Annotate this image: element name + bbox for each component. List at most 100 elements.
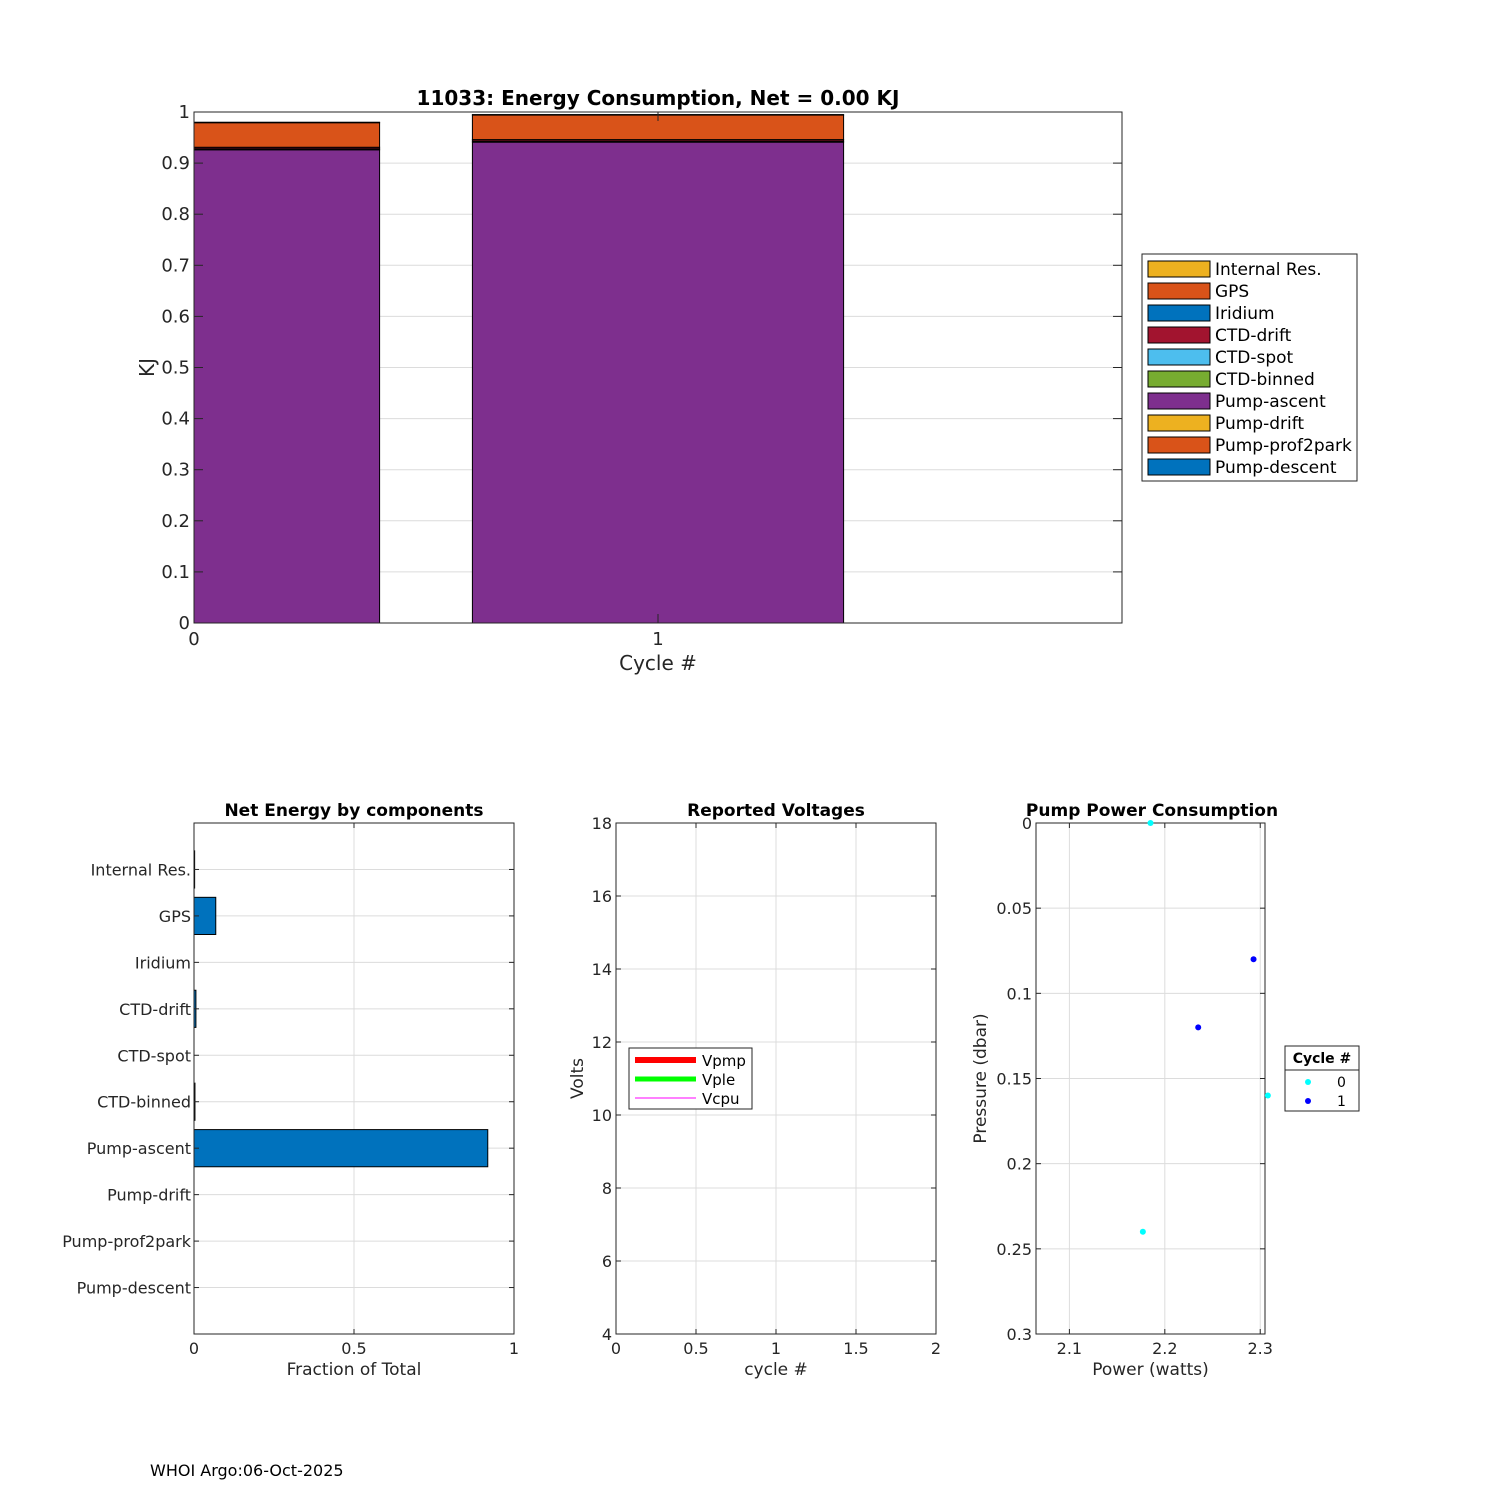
energy-legend-swatch bbox=[1147, 458, 1211, 476]
energy-legend-label: GPS bbox=[1215, 282, 1249, 302]
energy-chart-title: 11033: Energy Consumption, Net = 0.00 KJ bbox=[417, 86, 900, 110]
energy-legend-swatch bbox=[1147, 414, 1211, 432]
components-category-label: Pump-drift bbox=[107, 1186, 191, 1205]
energy-legend-label: Pump-descent bbox=[1215, 458, 1337, 478]
energy-legend-label: Iridium bbox=[1215, 304, 1275, 324]
voltages-xlabel: cycle # bbox=[744, 1360, 808, 1380]
energy-bar-segment bbox=[193, 122, 381, 148]
voltages-ytick-label: 18 bbox=[592, 814, 612, 833]
voltages-ytick-label: 14 bbox=[592, 960, 612, 979]
voltages-ytick-label: 8 bbox=[602, 1179, 612, 1198]
energy-ylabel: KJ bbox=[135, 358, 159, 377]
pump-xlabel: Power (watts) bbox=[1092, 1360, 1209, 1380]
pump-ytick-label: 0.25 bbox=[996, 1240, 1032, 1259]
pump-ylabel: Pressure (dbar) bbox=[971, 1013, 991, 1143]
energy-legend-label: Pump-drift bbox=[1215, 414, 1304, 434]
pump-legend-title: Cycle # bbox=[1293, 1051, 1352, 1067]
energy-bar-segment bbox=[471, 141, 845, 624]
energy-legend-swatch bbox=[1147, 436, 1211, 454]
voltages-xtick-label: 0 bbox=[611, 1339, 621, 1358]
energy-ytick-label: 0.7 bbox=[161, 255, 190, 276]
pump-data-point bbox=[1139, 1228, 1146, 1235]
components-xtick-label: 0 bbox=[189, 1339, 199, 1358]
energy-legend-label: CTD-drift bbox=[1215, 326, 1292, 346]
energy-legend-label: CTD-binned bbox=[1215, 370, 1315, 390]
voltages-xtick-label: 1 bbox=[771, 1339, 781, 1358]
voltages-xtick-label: 2 bbox=[931, 1339, 941, 1358]
energy-legend-label: CTD-spot bbox=[1215, 348, 1294, 368]
voltages-chart-title: Reported Voltages bbox=[687, 801, 865, 821]
pump-data-point bbox=[1195, 1024, 1202, 1031]
voltages-ylabel: Volts bbox=[568, 1058, 588, 1099]
voltages-xtick-label: 1.5 bbox=[843, 1339, 868, 1358]
pump-chart-title: Pump Power Consumption bbox=[1026, 801, 1278, 821]
components-bar bbox=[193, 1129, 489, 1168]
components-category-label: CTD-spot bbox=[117, 1046, 191, 1065]
voltages-legend-label: Vple bbox=[702, 1071, 735, 1089]
energy-xlabel: Cycle # bbox=[619, 651, 697, 675]
energy-legend-label: Pump-ascent bbox=[1215, 392, 1326, 412]
energy-bar-segment bbox=[193, 149, 381, 624]
components-category-label: Pump-ascent bbox=[87, 1139, 191, 1158]
voltages-ytick-label: 10 bbox=[592, 1106, 612, 1125]
energy-ytick-label: 0.3 bbox=[161, 460, 190, 481]
energy-legend-swatch bbox=[1147, 348, 1211, 366]
components-xtick-label: 1 bbox=[509, 1339, 519, 1358]
components-xlabel: Fraction of Total bbox=[287, 1360, 422, 1380]
energy-ytick-label: 0.1 bbox=[161, 562, 190, 583]
pump-legend-box bbox=[1284, 1045, 1360, 1112]
pump-ytick-label: 0.3 bbox=[1007, 1325, 1032, 1344]
energy-legend-swatch bbox=[1147, 370, 1211, 388]
components-category-label: GPS bbox=[159, 907, 191, 926]
energy-bar-segment bbox=[193, 121, 381, 124]
energy-ytick-label: 0.8 bbox=[161, 204, 190, 225]
energy-ytick-label: 0.2 bbox=[161, 511, 190, 532]
pump-xtick-label: 2.2 bbox=[1152, 1339, 1177, 1358]
energy-ytick-label: 1 bbox=[179, 102, 190, 123]
energy-xtick-label: 1 bbox=[652, 629, 663, 650]
energy-legend-label: Internal Res. bbox=[1215, 260, 1322, 280]
energy-ytick-label: 0.4 bbox=[161, 409, 190, 430]
components-category-label: Iridium bbox=[135, 953, 191, 972]
components-category-label: Pump-descent bbox=[77, 1279, 191, 1298]
energy-ytick-label: 0.9 bbox=[161, 153, 190, 174]
pump-ytick-label: 0.2 bbox=[1007, 1155, 1032, 1174]
pump-ytick-label: 0.05 bbox=[996, 899, 1032, 918]
components-category-label: CTD-binned bbox=[97, 1093, 191, 1112]
pump-legend-label: 1 bbox=[1337, 1094, 1346, 1110]
energy-ytick-label: 0.6 bbox=[161, 306, 190, 327]
voltages-legend-label: Vcpu bbox=[702, 1090, 740, 1108]
energy-legend-swatch bbox=[1147, 304, 1211, 322]
pump-xtick-label: 2.1 bbox=[1057, 1339, 1082, 1358]
voltages-legend-label: Vpmp bbox=[702, 1052, 746, 1070]
pump-ytick-label: 0.15 bbox=[996, 1070, 1032, 1089]
voltages-ytick-label: 12 bbox=[592, 1033, 612, 1052]
pump-data-point bbox=[1264, 1092, 1271, 1099]
energy-legend-swatch bbox=[1147, 282, 1211, 300]
voltages-ytick-label: 4 bbox=[602, 1325, 612, 1344]
footer-text: WHOI Argo:06-Oct-2025 bbox=[150, 1461, 344, 1480]
pump-data-point bbox=[1250, 956, 1257, 963]
energy-legend-swatch bbox=[1147, 326, 1211, 344]
voltages-ytick-label: 6 bbox=[602, 1252, 612, 1271]
pump-ytick-label: 0 bbox=[1022, 814, 1032, 833]
components-chart-title: Net Energy by components bbox=[224, 801, 483, 821]
components-category-label: Pump-prof2park bbox=[62, 1232, 192, 1251]
pump-legend-marker bbox=[1305, 1079, 1311, 1085]
pump-xtick-label: 2.3 bbox=[1248, 1339, 1273, 1358]
energy-ytick-label: 0 bbox=[179, 613, 190, 634]
voltages-ytick-label: 16 bbox=[592, 887, 612, 906]
energy-ytick-label: 0.5 bbox=[161, 358, 190, 379]
components-category-label: CTD-drift bbox=[119, 1000, 191, 1019]
components-xtick-label: 0.5 bbox=[341, 1339, 366, 1358]
pump-legend-marker bbox=[1305, 1098, 1311, 1104]
pump-data-point bbox=[1147, 820, 1154, 826]
components-category-label: Internal Res. bbox=[91, 860, 191, 879]
energy-legend-swatch bbox=[1147, 392, 1211, 410]
pump-ytick-label: 0.1 bbox=[1007, 984, 1032, 1003]
pump-legend-label: 0 bbox=[1337, 1075, 1346, 1091]
energy-xtick-label: 0 bbox=[188, 629, 199, 650]
energy-legend-label: Pump-prof2park bbox=[1215, 436, 1352, 456]
energy-legend-swatch bbox=[1147, 260, 1211, 278]
